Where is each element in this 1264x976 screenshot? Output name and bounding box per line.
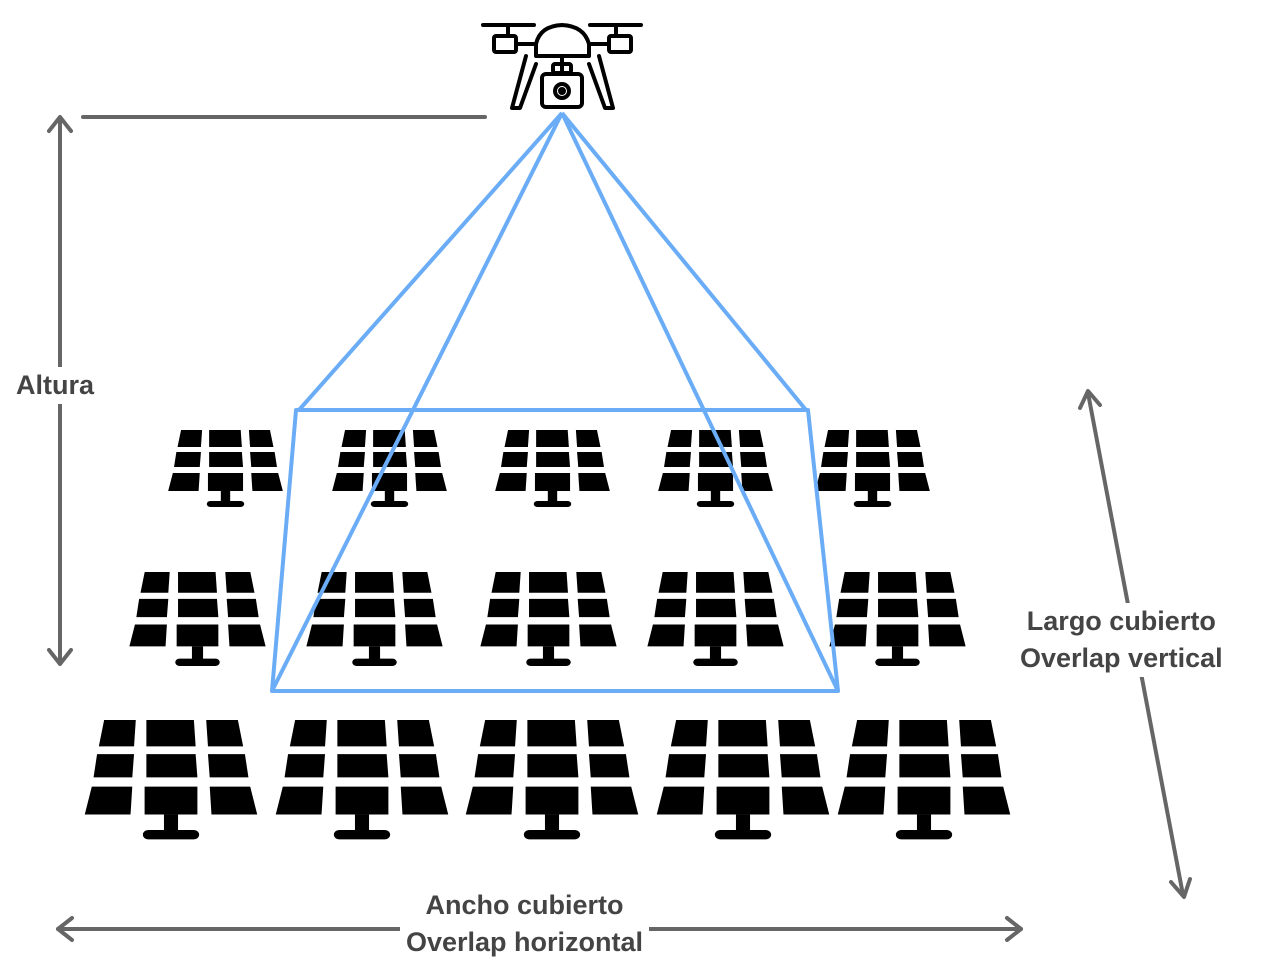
solar-panel-icon <box>84 720 258 840</box>
fov-line-front-left <box>270 112 564 692</box>
altura-label: Altura <box>14 367 97 404</box>
altura-arrow-head-bottom <box>47 648 73 666</box>
ancho-label-line2: Overlap horizontal <box>406 927 644 957</box>
largo-label-line1: Largo cubierto <box>1026 606 1216 636</box>
ancho-label-line1: Ancho cubierto <box>425 890 624 920</box>
largo-arrow-head-top <box>1078 389 1102 410</box>
largo-label-line2: Overlap vertical <box>1020 643 1223 673</box>
largo-label: Largo cubierto Overlap vertical <box>1016 603 1227 677</box>
solar-panel-icon <box>647 572 784 666</box>
altura-label-text: Altura <box>16 370 95 400</box>
ancho-label: Ancho cubierto Overlap horizontal <box>400 887 650 961</box>
solar-panel-icon <box>495 430 610 507</box>
fov-line-front-right <box>560 112 840 692</box>
camera-footprint <box>270 111 840 693</box>
fov-line-back-right <box>560 111 808 412</box>
solar-panel-icon <box>658 430 773 507</box>
solar-panel-field <box>84 430 1011 840</box>
solar-panel-icon <box>815 430 930 507</box>
fov-line-back-left <box>297 111 564 412</box>
altura-arrow-head-top <box>47 115 73 133</box>
solar-panel-icon <box>129 572 266 666</box>
drone-with-camera-icon <box>481 23 643 110</box>
ancho-arrow-head-left <box>56 916 74 942</box>
largo-arrow-head-bottom <box>1169 877 1192 899</box>
solar-panel-icon <box>168 430 283 507</box>
solar-panel-icon <box>829 572 966 666</box>
solar-panel-icon <box>480 572 617 666</box>
solar-panel-icon <box>837 720 1011 840</box>
solar-panel-icon <box>656 720 830 840</box>
solar-panel-icon <box>275 720 449 840</box>
solar-panel-icon <box>465 720 639 840</box>
solar-panel-icon <box>332 430 447 507</box>
ancho-arrow-head-right <box>1005 916 1023 942</box>
